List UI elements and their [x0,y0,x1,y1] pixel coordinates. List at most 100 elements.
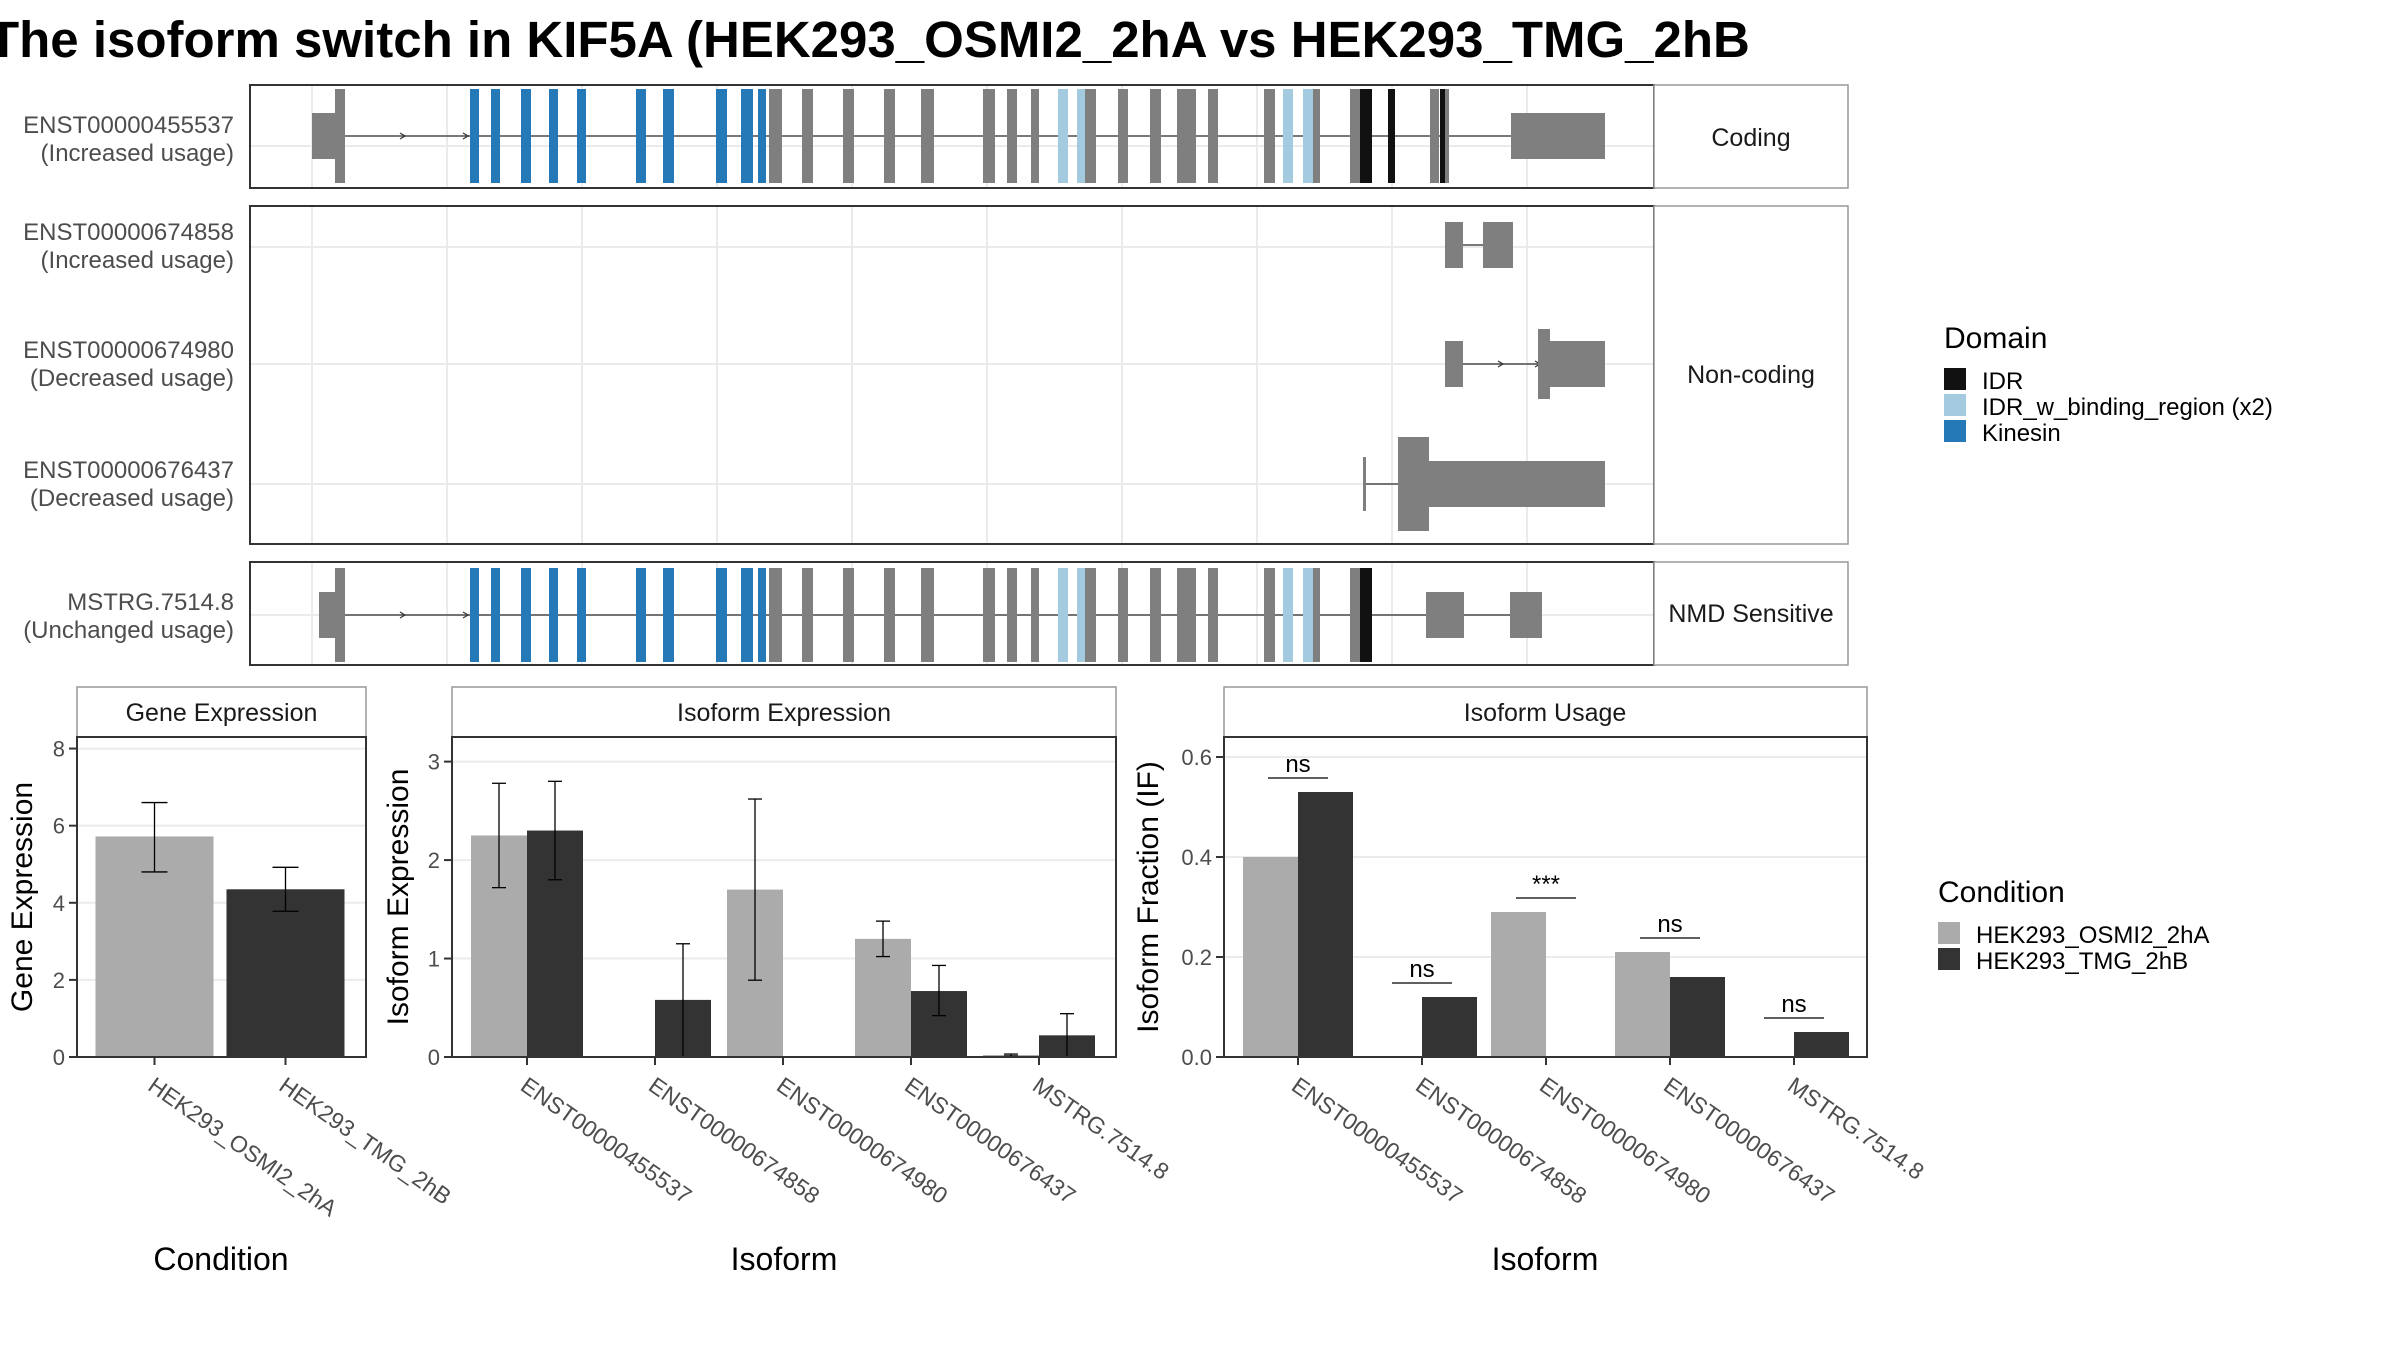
track-label-id: MSTRG.7514.8 [67,589,234,616]
exon-idr [1388,89,1395,183]
exon-exon [1426,592,1440,638]
exon-kinesin [549,89,558,183]
bar [1298,792,1353,1057]
exon-kinesin [549,568,558,662]
exon-kinesin [577,568,586,662]
intron-arrow [462,132,470,140]
facet-strip-noncoding [1653,205,1849,545]
panel-strip [451,686,1117,738]
track-label-id: ENST00000674858 [23,219,234,246]
condition-legend: Condition HEK293_OSMI2_2hA HEK293_TMG_2h… [1938,876,2209,975]
exon-exon [1350,568,1360,662]
exon-exon [843,89,854,183]
exon-idr_binding [1077,568,1086,662]
exon-kinesin [663,89,674,183]
exon-exon [1085,568,1096,662]
y-axis-label: Isoform Fraction (IF) [1132,761,1165,1033]
y-tick-label: 0.6 [1181,745,1212,770]
plot-border [451,736,1117,1058]
exon-kinesin [470,89,479,183]
legend-label: Kinesin [1982,420,2061,447]
exon-exon [983,89,995,183]
exon-exon [1186,89,1196,183]
exon-exon [1483,222,1513,268]
bar [1243,857,1298,1057]
exon-exon [1264,568,1275,662]
exon-exon [1264,89,1275,183]
legend-key-cond-a [1938,922,1960,944]
significance-label: ns [1657,911,1682,938]
legend-key-kinesin [1944,420,1966,442]
exon-exon [1118,89,1128,183]
legend-title: Domain [1944,322,2047,355]
intron-arrow [462,611,470,619]
panel-title: Isoform Expression [677,699,891,727]
exon-kinesin [663,568,674,662]
exon-idr_binding [1058,568,1068,662]
legend-label: HEK293_OSMI2_2hA [1976,922,2209,949]
exon-exon [335,568,345,662]
y-axis-label: Isoform Expression [382,769,415,1026]
exon-exon [921,568,934,662]
exon-kinesin [716,89,727,183]
track-label-usage: (Increased usage) [41,140,234,167]
exon-exon [1430,89,1439,183]
exon-exon [1031,89,1039,183]
exon-kinesin [758,568,766,662]
exon-exon [312,113,335,159]
y-tick-label: 2 [428,848,440,873]
track-label-usage: (Decreased usage) [30,485,234,512]
exon-exon [1445,341,1463,387]
facet-label-nmd: NMD Sensitive [1668,600,1833,628]
bar [226,889,345,1057]
exon-exon [1511,113,1605,159]
track-label-id: ENST00000674980 [23,337,234,364]
exon-idr_binding [1077,89,1086,183]
exon-exon [1085,89,1096,183]
plot-border [1223,736,1868,1058]
track-label-usage: (Increased usage) [41,247,234,274]
panel-title: Isoform Usage [1464,699,1627,727]
facet-label-noncoding: Non-coding [1687,361,1815,389]
legend-key-idr-binding [1944,394,1966,416]
exon-exon [1510,592,1542,638]
exon-exon [1538,329,1550,399]
exon-exon [1150,568,1161,662]
exon-kinesin [491,568,500,662]
legend-label: IDR [1982,368,2023,395]
exon-exon [1177,89,1186,183]
y-tick-label: 4 [53,891,65,916]
figure-title: The isoform switch in KIF5A (HEK293_OSMI… [0,11,1750,68]
exon-exon [769,89,782,183]
exon-exon [983,568,995,662]
exon-exon [884,568,895,662]
isoform-expression-panel: Isoform Expression 0123ENST00000455537EN… [382,686,1174,1277]
exon-idr_binding [1058,89,1068,183]
bar [855,938,911,1057]
y-tick-label: 0 [53,1045,65,1070]
exon-idr [1360,89,1372,183]
exon-kinesin [741,568,753,662]
exon-idr_binding [1303,568,1313,662]
significance-label: ns [1781,991,1806,1018]
bar [1491,912,1546,1057]
facet-label-coding: Coding [1711,124,1790,152]
legend-label: HEK293_TMG_2hB [1976,948,2188,975]
exon-idr_binding [1303,89,1313,183]
significance-label: *** [1532,871,1560,898]
isoform-usage-panel: Isoform Usage 0.00.20.40.6 nsENST00000455… [1132,686,1929,1277]
facet-strip-coding [1653,84,1849,189]
y-tick-label: 6 [53,814,65,839]
exon-exon [1031,568,1039,662]
bar [1794,1032,1849,1057]
exon-exon [1363,457,1366,511]
exon-exon [884,89,895,183]
exon-kinesin [491,89,500,183]
exon-kinesin [577,89,586,183]
significance-label: ns [1409,956,1434,983]
exon-exon [1350,89,1360,183]
intron-arrow [399,611,407,619]
exon-exon [1550,341,1605,387]
exon-exon [802,89,813,183]
